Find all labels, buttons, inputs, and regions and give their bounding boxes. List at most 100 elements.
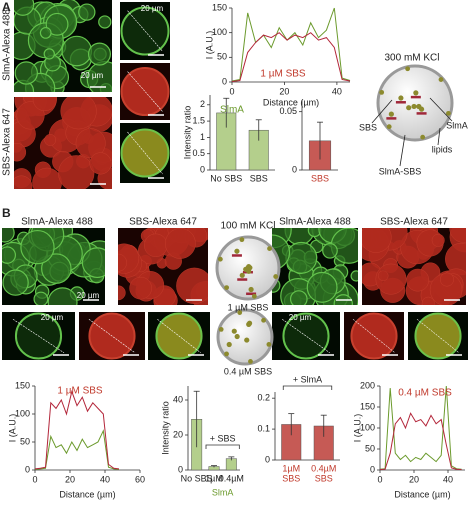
x-axis-label: Distance (µm) [59, 489, 115, 499]
vesicle-schematic [376, 64, 454, 142]
error-bar [255, 119, 262, 141]
group-label: SlmA [212, 487, 234, 497]
dna [410, 95, 421, 99]
protein [413, 90, 419, 96]
y-tick-label: 1 [200, 132, 205, 142]
pointer [371, 99, 393, 124]
error-bar [320, 414, 327, 437]
x-tick-label: 40 [332, 86, 342, 96]
error-bar [193, 390, 200, 448]
vesicle [377, 270, 389, 281]
vesicle [439, 272, 454, 287]
channel-label: SBS-Alexa 647 [380, 217, 448, 228]
micrograph [148, 312, 210, 360]
micrograph [272, 312, 340, 360]
channel-label: SBS-Alexa 647 [129, 217, 197, 228]
vesicle [350, 270, 358, 282]
vesicle [39, 26, 52, 39]
vesicle [120, 67, 170, 116]
protein [246, 321, 252, 327]
micrograph [408, 312, 468, 360]
y-tick-label: 50 [217, 52, 227, 62]
bracket-label: + SBS [210, 433, 236, 443]
vesicle [322, 242, 338, 259]
vesicle [414, 312, 462, 360]
vesicle [2, 269, 29, 296]
vesicle [45, 12, 69, 36]
y-tick-label: 50 [365, 443, 375, 453]
y-tick-label: 150 [360, 401, 375, 411]
diagram-label: lipids [432, 144, 453, 154]
dna [237, 278, 248, 281]
vesicle [118, 285, 126, 301]
micrograph [120, 123, 170, 183]
profile-line [231, 32, 351, 82]
vesicle [118, 253, 127, 272]
protein [234, 333, 240, 340]
x-tick-label: 20 [65, 474, 75, 484]
y-tick-label: 0 [222, 76, 227, 86]
protein [239, 272, 245, 278]
y-tick-label: 0 [25, 464, 30, 474]
diagram-label: 1 µM SBS [228, 302, 269, 312]
y-axis-label: I (A.U.) [352, 414, 362, 443]
annotation: SlmA [220, 105, 244, 116]
protein [248, 286, 254, 293]
vesicle [129, 276, 152, 300]
x-tick-label: 0.4µM [219, 473, 244, 483]
vesicle-schematic [216, 308, 274, 366]
diagram-title: 300 mM KCl [384, 53, 439, 64]
vesicle [78, 3, 96, 21]
y-tick-label: 0 [370, 464, 375, 474]
diagram-label: 0.4 µM SBS [224, 366, 272, 376]
annotation: 0.4 µM SBS [398, 388, 452, 399]
profile-line [379, 412, 462, 471]
vesicle [44, 134, 57, 146]
vesicle [2, 246, 17, 264]
vesicle [14, 0, 35, 16]
x-tick-label: SBS [311, 173, 329, 183]
protein [420, 134, 426, 140]
scale-bar-label: 20 µm [41, 313, 64, 322]
vesicle [58, 155, 95, 189]
x-tick-label: 40 [100, 474, 110, 484]
y-tick-label: 2 [200, 99, 205, 109]
y-axis-label: Intensity ratio [160, 401, 170, 455]
y-tick-label: 200 [360, 380, 375, 390]
y-axis-label: I (A.U.) [204, 31, 214, 60]
x-tick-label: 1µM [282, 463, 300, 473]
channel-label: SlmA-Alexa 488 [279, 217, 351, 228]
bracket [205, 444, 240, 449]
y-tick-label: 20 [173, 429, 183, 439]
y-tick-label: 0.1 [257, 423, 270, 433]
protein [231, 328, 237, 334]
protein [251, 293, 257, 299]
y-tick-label: 0.5 [192, 148, 205, 158]
vesicle [89, 152, 112, 175]
y-tick-label: 0 [178, 464, 183, 474]
y-tick-label: 50 [20, 436, 30, 446]
y-tick-label: 100 [360, 422, 375, 432]
protein [438, 77, 444, 82]
x-tick-label: 60 [135, 474, 145, 484]
dna [246, 292, 257, 296]
profile-line [282, 318, 330, 354]
vesicle [87, 42, 112, 66]
protein [217, 256, 223, 262]
y-tick-label: 100 [212, 27, 227, 37]
y-tick-label: 150 [212, 2, 227, 12]
vesicle [14, 175, 33, 189]
profile-line [34, 429, 120, 470]
dna [395, 101, 406, 104]
y-tick-label: 0.05 [279, 106, 297, 116]
x-axis-label: Distance (µm) [394, 489, 450, 499]
vesicle [285, 241, 318, 274]
protein [266, 341, 272, 347]
profile-line [127, 131, 163, 175]
micrograph [79, 312, 145, 360]
vesicle [350, 312, 398, 360]
protein [226, 341, 232, 348]
protein [446, 110, 451, 116]
vesicle [2, 228, 15, 243]
